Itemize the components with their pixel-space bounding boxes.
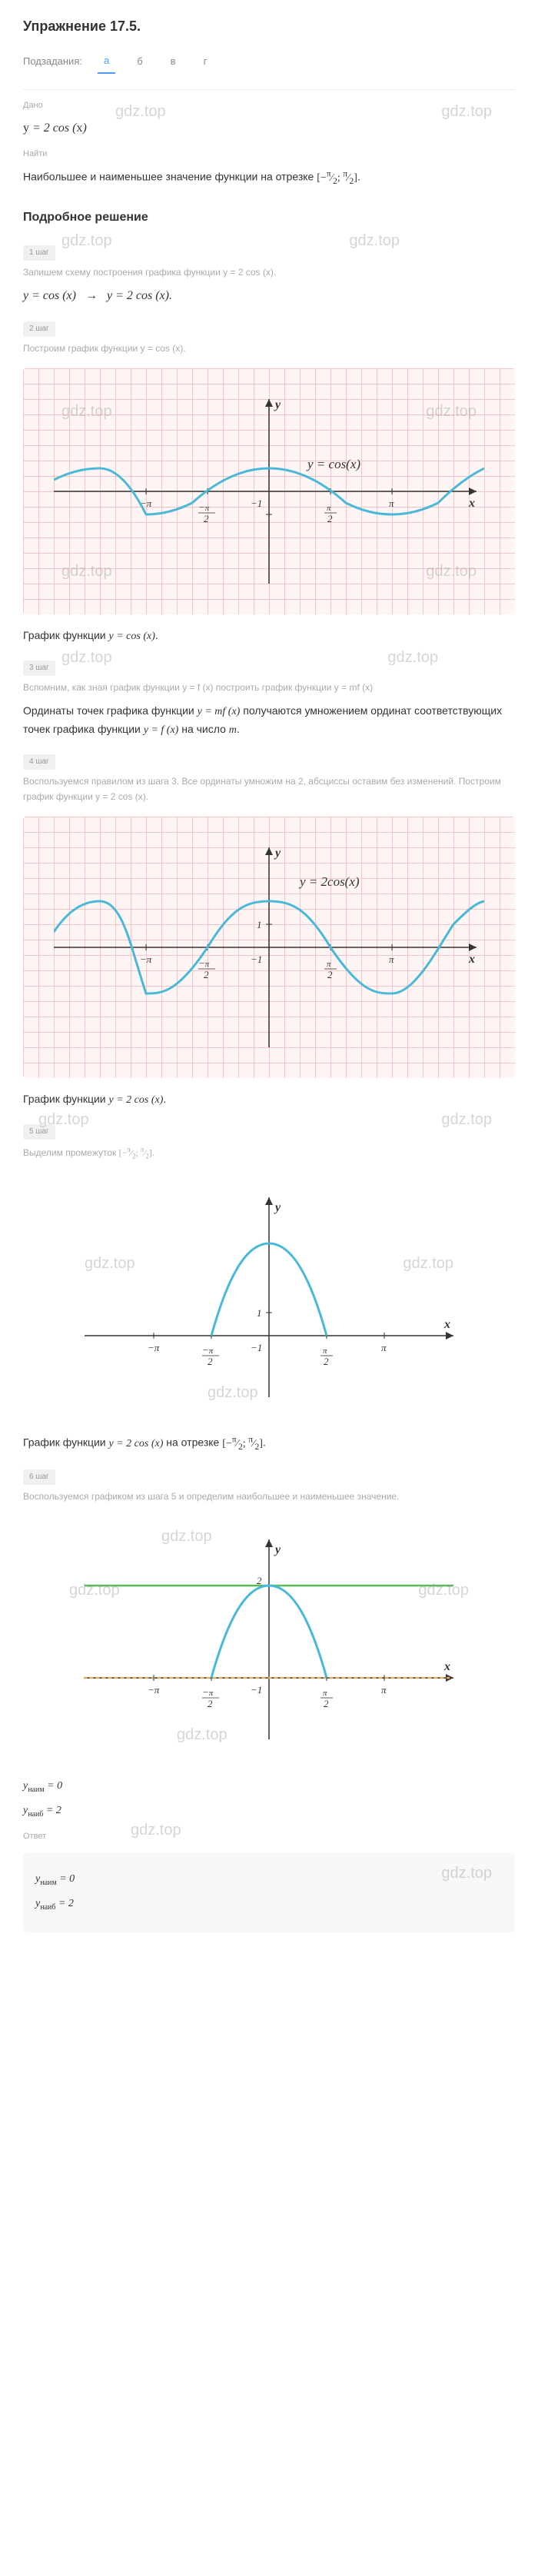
svg-text:−π: −π — [140, 954, 152, 965]
svg-text:π: π — [381, 1684, 387, 1696]
step5-badge: 5 шаг — [23, 1124, 55, 1140]
given-label: Дано — [23, 99, 515, 113]
graph3-caption: График функции y = 2 cos (x) на отрезке … — [23, 1433, 515, 1454]
svg-text:π: π — [389, 498, 394, 509]
step5-text: Выделим промежуток [−π⁄2; π⁄2]. — [23, 1144, 515, 1162]
subtask-tab-g[interactable]: г — [198, 51, 214, 73]
svg-text:−π: −π — [198, 501, 210, 513]
svg-text:2: 2 — [208, 1356, 213, 1367]
watermark: gdz.top — [441, 1107, 492, 1132]
svg-text:π: π — [327, 504, 331, 513]
svg-text:π: π — [389, 954, 394, 965]
divider — [23, 89, 515, 90]
answer-box: yнаим = 0 yнаиб = 2 — [23, 1852, 515, 1932]
step6-text: Воспользуемся графиком из шага 5 и опред… — [23, 1489, 515, 1504]
svg-text:−π: −π — [202, 1344, 214, 1356]
svg-text:y: y — [274, 398, 281, 411]
graph1-func-label: y = cos(x) — [306, 457, 360, 471]
page-title: Упражнение 17.5. — [23, 15, 515, 38]
svg-text:−π: −π — [148, 1684, 160, 1696]
watermark: gdz.top — [61, 228, 112, 253]
step3-badge: 3 шаг — [23, 661, 55, 676]
svg-text:π: π — [327, 960, 331, 969]
svg-text:−1: −1 — [251, 954, 262, 965]
graph1-caption: График функции y = cos (x). — [23, 627, 515, 645]
svg-text:x: x — [443, 1660, 450, 1673]
answer-ymax: yнаиб = 2 — [35, 1895, 503, 1914]
step6-badge: 6 шаг — [23, 1469, 55, 1485]
solution-title: Подробное решение — [23, 208, 515, 228]
svg-text:π: π — [323, 1689, 327, 1698]
svg-text:−π: −π — [148, 1342, 160, 1353]
graph2-svg: y x y = 2cos(x) −π −π 2 −1 1 π 2 π — [54, 840, 484, 1055]
ymax-result: yнаиб = 2 — [23, 1802, 515, 1821]
step1-formula: y = cos (x) → y = 2 cos (x). — [23, 286, 515, 306]
svg-text:−1: −1 — [251, 498, 262, 509]
svg-text:y: y — [274, 1543, 281, 1556]
watermark: gdz.top — [61, 645, 112, 670]
subtask-tab-v[interactable]: в — [164, 51, 182, 73]
svg-text:2: 2 — [324, 1698, 329, 1709]
graph1-svg: y x y = cos(x) −π −π 2 −1 π 2 π — [54, 391, 484, 591]
step1-text: Запишем схему построения графика функции… — [23, 265, 515, 280]
svg-text:π: π — [323, 1346, 327, 1356]
graph2-func-label: y = 2cos(x) — [298, 874, 360, 889]
graph2-caption: График функции y = 2 cos (x). — [23, 1090, 515, 1109]
svg-text:2: 2 — [327, 969, 333, 980]
subtasks-label: Подзадания: — [23, 54, 82, 70]
subtask-tab-a[interactable]: а — [98, 50, 115, 74]
svg-text:2: 2 — [324, 1356, 329, 1367]
svg-text:x: x — [468, 497, 475, 510]
step3-text: Ординаты точек графика функции y = mf (x… — [23, 702, 515, 740]
svg-text:y: y — [274, 1201, 281, 1214]
graph4-svg: y x 2 −π −π 2 −1 π 2 π — [77, 1532, 461, 1747]
answer-label: Ответ — [23, 1830, 515, 1844]
svg-text:−1: −1 — [251, 1684, 262, 1696]
graph-restricted: gdz.top gdz.top gdz.top y x −π −π 2 −1 1 — [23, 1174, 515, 1420]
svg-text:2: 2 — [327, 513, 333, 524]
given-formula: y = 2 cos (x) — [23, 118, 515, 138]
graph-cosx: gdz.top gdz.top gdz.top gdz.top y x y = … — [23, 368, 515, 614]
find-text: Наибольшее и наименьшее значение функции… — [23, 167, 515, 188]
ymin-result: yнаим = 0 — [23, 1778, 515, 1796]
graph-minmax: gdz.top gdz.top gdz.top gdz.top y x 2 −π — [23, 1516, 515, 1762]
subtask-tabs: Подзадания: а б в г — [23, 50, 515, 74]
svg-text:π: π — [381, 1342, 387, 1353]
svg-text:1: 1 — [257, 1307, 262, 1319]
watermark: gdz.top — [349, 228, 400, 253]
answer-ymin: yнаим = 0 — [35, 1871, 503, 1889]
svg-text:1: 1 — [257, 919, 262, 930]
step2-badge: 2 шаг — [23, 321, 55, 337]
svg-text:2: 2 — [257, 1575, 262, 1586]
svg-text:y: y — [274, 847, 281, 860]
svg-text:2: 2 — [204, 513, 209, 524]
graph3-svg: y x −π −π 2 −1 1 π 2 π — [77, 1190, 461, 1405]
step1-badge: 1 шаг — [23, 245, 55, 261]
watermark: gdz.top — [387, 645, 438, 670]
svg-text:−π: −π — [202, 1686, 214, 1698]
find-label: Найти — [23, 148, 515, 161]
graph-2cosx: y x y = 2cos(x) −π −π 2 −1 1 π 2 π — [23, 817, 515, 1078]
svg-text:2: 2 — [204, 969, 209, 980]
step3-gray: Вспомним, как зная график функции y = f … — [23, 681, 515, 695]
step4-text: Воспользуемся правилом из шага 3. Все ор… — [23, 774, 515, 804]
svg-text:x: x — [468, 953, 475, 966]
subtask-tab-b[interactable]: б — [131, 51, 148, 73]
step2-text: Построим график функции y = cos (x). — [23, 341, 515, 356]
svg-text:x: x — [443, 1318, 450, 1331]
step4-badge: 4 шаг — [23, 754, 55, 770]
svg-text:2: 2 — [208, 1698, 213, 1709]
svg-text:−1: −1 — [251, 1342, 262, 1353]
